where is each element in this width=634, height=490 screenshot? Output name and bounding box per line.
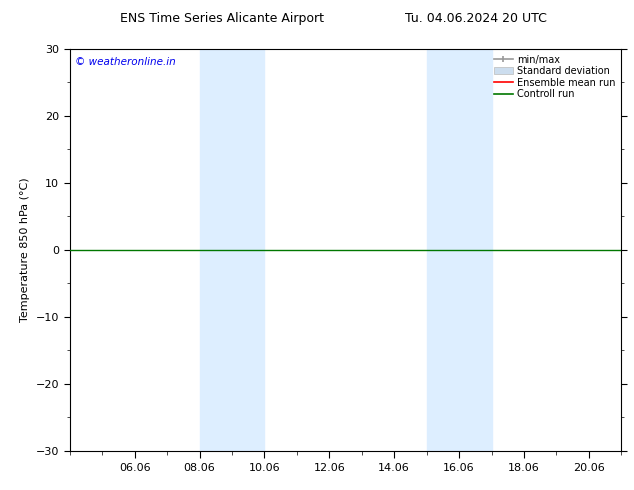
Bar (459, 49, 491, 451)
Y-axis label: Temperature 850 hPa (°C): Temperature 850 hPa (°C) (20, 177, 30, 322)
Legend: min/max, Standard deviation, Ensemble mean run, Controll run: min/max, Standard deviation, Ensemble me… (491, 52, 618, 102)
Text: © weatheronline.in: © weatheronline.in (75, 57, 176, 67)
Bar (427, 49, 459, 451)
Bar (232, 49, 264, 451)
Text: Tu. 04.06.2024 20 UTC: Tu. 04.06.2024 20 UTC (404, 12, 547, 25)
Bar (200, 49, 232, 451)
Text: ENS Time Series Alicante Airport: ENS Time Series Alicante Airport (120, 12, 324, 25)
